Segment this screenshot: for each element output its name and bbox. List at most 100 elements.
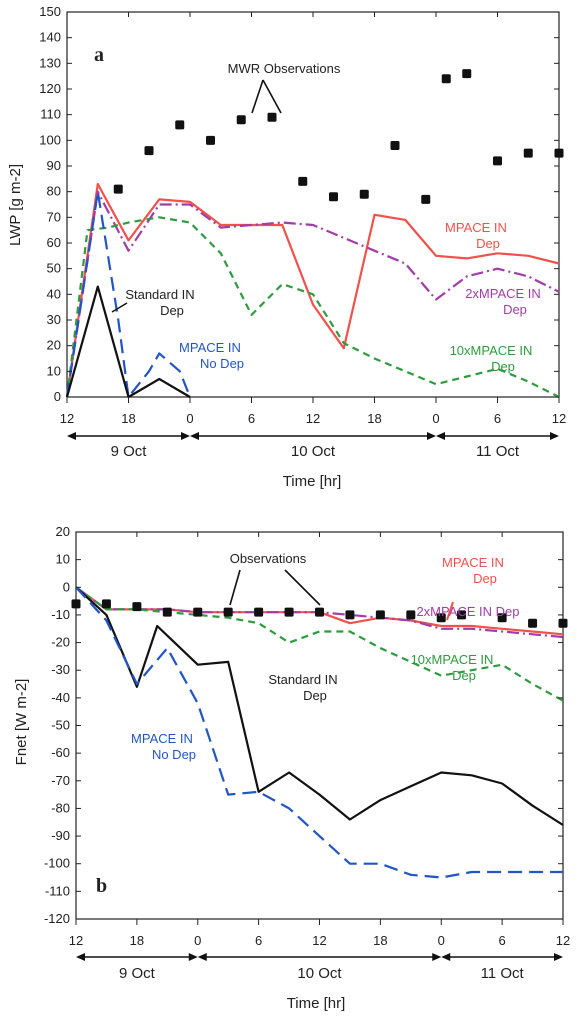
series-line-mpace-in-no-dep xyxy=(75,586,563,879)
series-label-line: Dep xyxy=(452,668,476,683)
x-tick-label: 18 xyxy=(373,933,387,948)
y-tick-label: 130 xyxy=(39,55,61,70)
y-tick-label: -80 xyxy=(51,800,70,815)
observation-point xyxy=(436,613,446,623)
y-tick-label: 30 xyxy=(47,312,61,327)
x-tick-label: 12 xyxy=(552,411,566,426)
series-label-line: 2xMPACE IN xyxy=(465,286,541,301)
observation-point xyxy=(329,192,338,202)
series-label-line: No Dep xyxy=(200,356,244,371)
series-label: Standard IN Dep xyxy=(268,672,337,703)
observation-point xyxy=(236,115,246,125)
series-line-mpace-in-no-dep xyxy=(65,190,192,399)
panel-a-y-axis-label: LWP [g m-2] xyxy=(7,164,24,246)
day-range-arrowhead-left xyxy=(76,953,85,961)
y-tick-label: -30 xyxy=(51,662,70,677)
day-range-arrowhead-left xyxy=(67,432,76,440)
observation-point xyxy=(558,618,568,628)
observation-point xyxy=(497,613,507,623)
y-tick-label: 120 xyxy=(39,81,61,96)
observation-point xyxy=(421,194,431,204)
day-range-arrowhead-right xyxy=(188,953,198,961)
x-tick-label: 6 xyxy=(248,411,255,426)
y-tick-label: -20 xyxy=(51,635,70,650)
day-range-label: 10 Oct xyxy=(297,965,342,982)
observation-point xyxy=(375,610,385,620)
observation-point xyxy=(406,610,416,620)
panel-b-y-axis-label-text: Fnet [W m-2] xyxy=(13,679,30,766)
day-range-arrowhead-right xyxy=(554,953,563,961)
x-tick-label: 0 xyxy=(186,411,193,426)
y-tick-label: 10 xyxy=(56,552,70,567)
day-range-arrowhead-right xyxy=(181,432,190,440)
panel-a-obs-pointers xyxy=(251,79,282,114)
series-label-line: MPACE IN xyxy=(442,555,504,570)
observation-point xyxy=(223,607,233,617)
observation-point xyxy=(462,69,472,79)
x-tick-label: 6 xyxy=(255,933,262,948)
label-leader xyxy=(446,601,454,621)
y-tick-label: 0 xyxy=(54,389,61,404)
series-label-line: MPACE IN xyxy=(131,731,193,746)
series-label-line: Dep xyxy=(473,571,497,586)
series-label-line: Standard IN xyxy=(268,672,337,687)
x-tick-label: 0 xyxy=(432,411,439,426)
y-tick-label: -90 xyxy=(51,828,70,843)
series-label-line: Dep xyxy=(503,302,527,317)
y-tick-label: 100 xyxy=(39,132,61,147)
panel-b-obs-pointers xyxy=(229,569,321,606)
observation-point xyxy=(315,607,324,617)
x-tick-label: 18 xyxy=(130,933,144,948)
y-tick-label: 80 xyxy=(47,184,61,199)
observation-point xyxy=(193,607,203,617)
observation-point xyxy=(523,148,533,158)
observation-point xyxy=(359,189,369,199)
x-tick-label: 12 xyxy=(69,933,83,948)
series-label-line: MPACE IN xyxy=(179,340,241,355)
observation-point xyxy=(132,602,142,612)
day-range-arrowhead-right xyxy=(432,953,442,961)
obs-pointer-line xyxy=(284,569,321,606)
observation-point xyxy=(162,607,172,617)
panel-b-x-axis-label: Time [hr] xyxy=(287,995,346,1012)
observation-point xyxy=(457,610,467,620)
y-tick-label: 110 xyxy=(40,107,61,122)
series-label-line: Standard IN xyxy=(125,287,194,302)
x-tick-label: 12 xyxy=(60,411,74,426)
x-tick-label: 6 xyxy=(494,411,501,426)
series-label-line: MPACE IN xyxy=(445,220,507,235)
y-tick-label: -40 xyxy=(51,690,70,705)
series-label-line: Dep xyxy=(160,303,184,318)
day-range-arrowhead-left xyxy=(190,432,199,440)
panel-a-label: a xyxy=(94,44,104,66)
x-tick-label: 18 xyxy=(121,411,135,426)
day-range-arrowhead-left xyxy=(441,953,451,961)
x-tick-label: 0 xyxy=(194,933,201,948)
series-label-line: 10xMPACE IN xyxy=(411,652,494,667)
series-label: Standard IN Dep xyxy=(125,287,194,318)
y-tick-label: 40 xyxy=(47,286,61,301)
observation-point xyxy=(206,135,215,145)
y-tick-label: -100 xyxy=(44,856,70,871)
day-range-arrowhead-left xyxy=(436,432,445,440)
series-label: MPACE IN No Dep xyxy=(179,340,244,371)
x-tick-label: 12 xyxy=(312,933,326,948)
y-tick-label: -70 xyxy=(51,773,70,788)
obs-pointer-line xyxy=(251,79,264,114)
y-tick-label: -60 xyxy=(51,745,70,760)
day-range-label: 11 Oct xyxy=(481,965,525,982)
observation-point xyxy=(390,140,400,150)
x-tick-label: 6 xyxy=(499,933,506,948)
y-tick-label: -50 xyxy=(51,718,70,733)
panel-a-x-axis-label: Time [hr] xyxy=(283,473,342,490)
panel-b-plot-area xyxy=(75,531,564,920)
series-label: 2xMPACE IN Dep xyxy=(465,286,541,317)
series-label-line: Dep xyxy=(476,236,500,251)
observation-point xyxy=(175,120,185,130)
series-line-10xmpace-in-dep xyxy=(65,216,560,398)
x-tick-label: 12 xyxy=(556,933,570,948)
y-tick-label: -110 xyxy=(45,883,70,898)
series-label-line: No Dep xyxy=(152,747,196,762)
observation-point xyxy=(254,607,264,617)
